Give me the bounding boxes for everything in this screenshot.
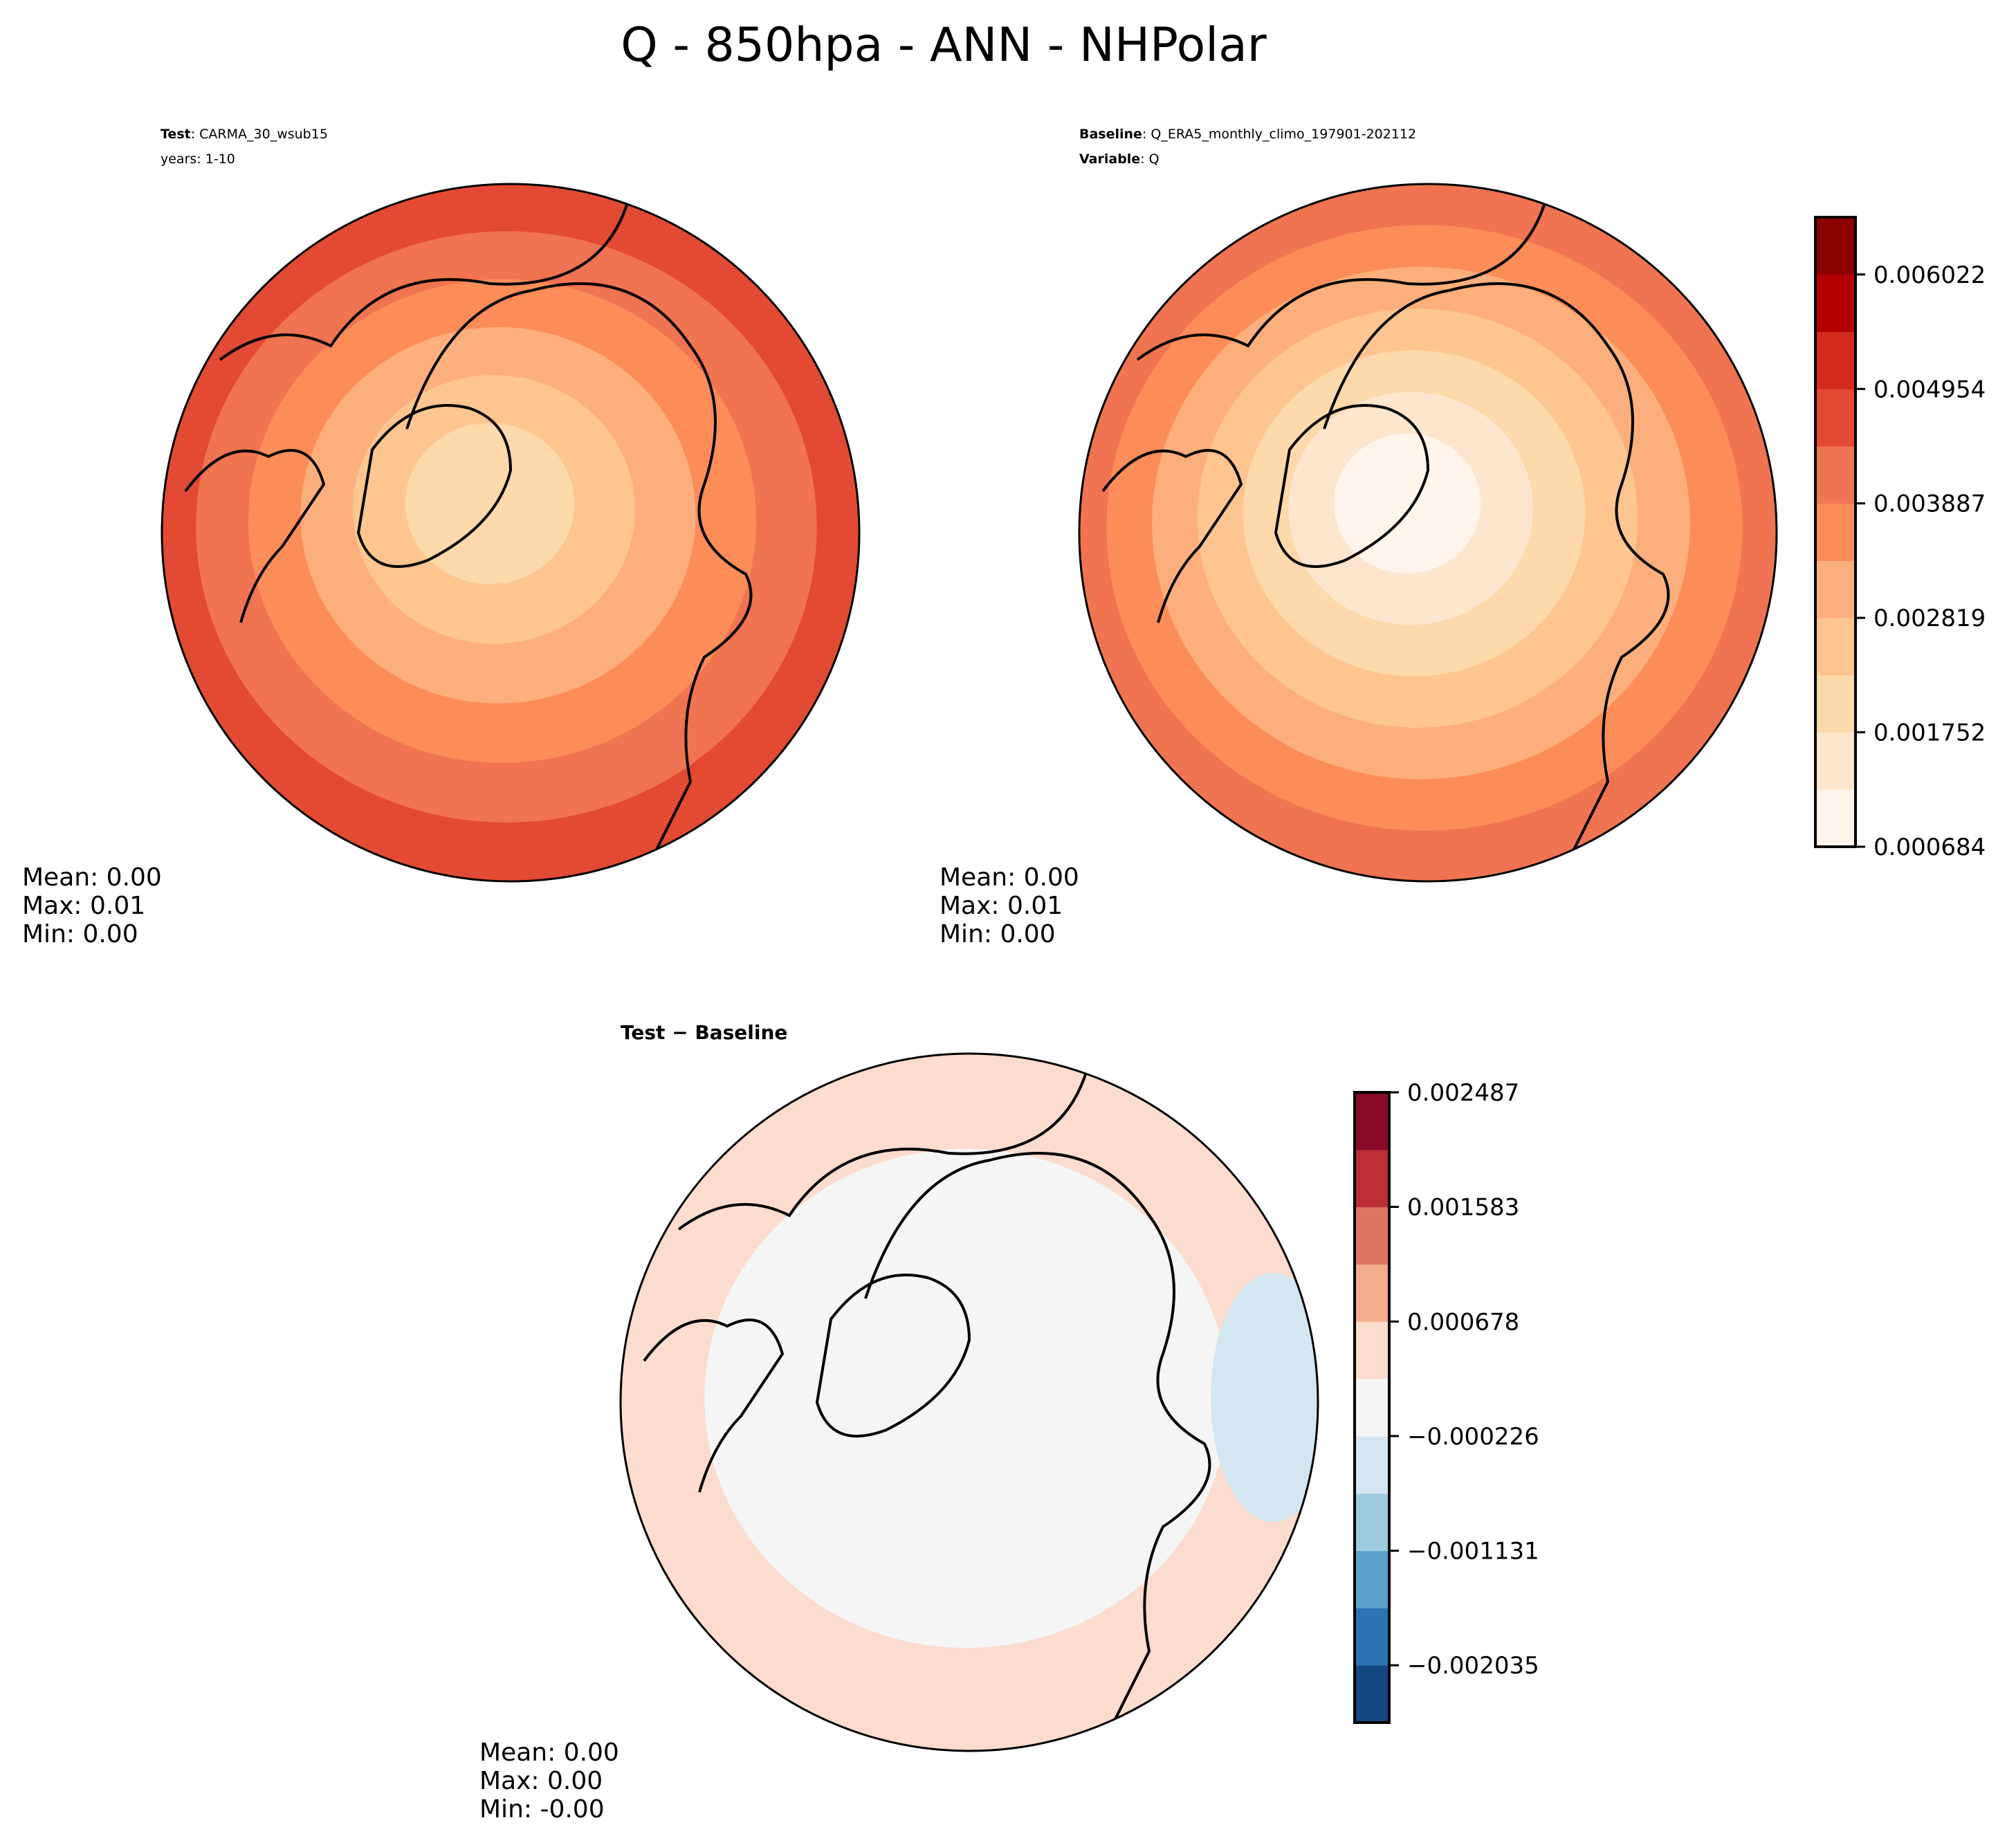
test-stats: Mean: 0.00 Max: 0.01 Min: 0.00 xyxy=(22,863,162,948)
colorbar-tick-label: 0.006022 xyxy=(1873,261,1986,289)
colorbar-frame xyxy=(1814,216,1857,848)
field-band xyxy=(405,423,575,585)
coastline xyxy=(643,1070,1211,1752)
colorbar-level xyxy=(1355,1435,1389,1494)
baseline-label: Baseline xyxy=(1079,127,1142,142)
diff-max: Max: 0.00 xyxy=(479,1767,603,1795)
baseline-map xyxy=(1079,183,1777,882)
variable-label: Variable xyxy=(1079,152,1140,167)
negative-anomaly-region xyxy=(1211,1273,1319,1522)
colorbar-tick-label: 0.002819 xyxy=(1873,605,1986,632)
coastline xyxy=(815,1274,971,1438)
colorbar-absolute: 0.006022 0.004954 0.003887 0.002819 0.001752… xyxy=(1814,216,1986,861)
test-min: Min: 0.00 xyxy=(22,920,138,948)
baseline-stats: Mean: 0.00 Max: 0.01 Min: 0.00 xyxy=(940,863,1079,948)
diff-stats: Mean: 0.00 Max: 0.00 Min: -0.00 xyxy=(479,1738,619,1824)
test-header-line1: Test: CARMA_30_wsub15 xyxy=(161,127,328,142)
colorbar-level xyxy=(1355,1608,1389,1666)
baseline-min: Min: 0.00 xyxy=(940,920,1056,948)
colorbar-level xyxy=(1815,274,1855,332)
colorbar-level xyxy=(1355,1550,1389,1608)
baseline-case: : Q_ERA5_monthly_climo_197901-202112 xyxy=(1142,127,1416,142)
colorbar-tick-label: 0.004954 xyxy=(1873,376,1986,403)
colorbar-level xyxy=(1355,1665,1389,1723)
colorbar-difference: 0.002487 0.001583 0.000678 −0.000226 −0.0011… xyxy=(1353,1079,1539,1724)
diff-mean: Mean: 0.00 xyxy=(479,1738,619,1767)
colorbar-level xyxy=(1815,217,1855,275)
test-years: years: 1-10 xyxy=(161,152,235,167)
colorbar-level xyxy=(1355,1149,1389,1208)
map-boundary xyxy=(619,1052,1319,1752)
test-map xyxy=(161,183,860,882)
colorbar-level xyxy=(1355,1379,1389,1437)
diff-subtitle: Test − Baseline xyxy=(621,1021,787,1044)
test-label: Test xyxy=(161,127,191,142)
baseline-header-line2: Variable: Q xyxy=(1079,152,1160,167)
coastline xyxy=(1274,404,1430,568)
baseline-max: Max: 0.01 xyxy=(940,892,1063,920)
colorbar-tick-label: −0.000226 xyxy=(1407,1423,1539,1451)
colorbar-tick-label: 0.003887 xyxy=(1873,490,1986,518)
colorbar-level xyxy=(1355,1493,1389,1552)
colorbar-level xyxy=(1815,732,1855,790)
test-case: : CARMA_30_wsub15 xyxy=(191,127,328,142)
coastline xyxy=(356,404,513,568)
test-mean: Mean: 0.00 xyxy=(22,863,162,892)
baseline-header-line1: Baseline: Q_ERA5_monthly_climo_197901-20… xyxy=(1079,127,1416,142)
colorbar-level xyxy=(1815,503,1855,561)
baseline-mean: Mean: 0.00 xyxy=(940,863,1079,892)
colorbar-level xyxy=(1355,1264,1389,1322)
colorbar-tick-label: 0.001583 xyxy=(1407,1194,1519,1222)
coastline xyxy=(1101,200,1670,882)
colorbar-tick-label: 0.000684 xyxy=(1873,834,1986,861)
field-band xyxy=(1333,434,1481,573)
field-band xyxy=(806,1245,1121,1545)
colorbar-tick-label: 0.001752 xyxy=(1873,719,1986,746)
colorbar-tick-label: −0.001131 xyxy=(1407,1538,1539,1566)
colorbar-level xyxy=(1815,389,1855,447)
colorbar-level xyxy=(1815,331,1855,389)
colorbar-tick-label: 0.002487 xyxy=(1407,1079,1519,1107)
colorbar-frame xyxy=(1353,1091,1391,1724)
coastline xyxy=(184,200,753,882)
colorbar-level xyxy=(1355,1321,1389,1379)
colorbar-tick-label: 0.000678 xyxy=(1407,1308,1519,1336)
test-max: Max: 0.01 xyxy=(22,892,145,920)
variable-value: : Q xyxy=(1140,152,1159,167)
map-boundary xyxy=(1078,183,1778,883)
colorbar-level xyxy=(1815,560,1855,618)
colorbar-level xyxy=(1355,1092,1389,1150)
colorbar-level xyxy=(1815,674,1855,733)
colorbar-level xyxy=(1815,446,1855,504)
map-boundary xyxy=(161,183,861,883)
colorbar-level xyxy=(1815,618,1855,676)
diff-min: Min: -0.00 xyxy=(479,1795,605,1824)
colorbar-level xyxy=(1355,1206,1389,1265)
colorbar-tick-label: −0.002035 xyxy=(1407,1652,1539,1680)
colorbar-level xyxy=(1815,789,1855,847)
diff-map xyxy=(620,1053,1319,1752)
figure-title: Q - 850hpa - ANN - NHPolar xyxy=(621,18,1267,73)
